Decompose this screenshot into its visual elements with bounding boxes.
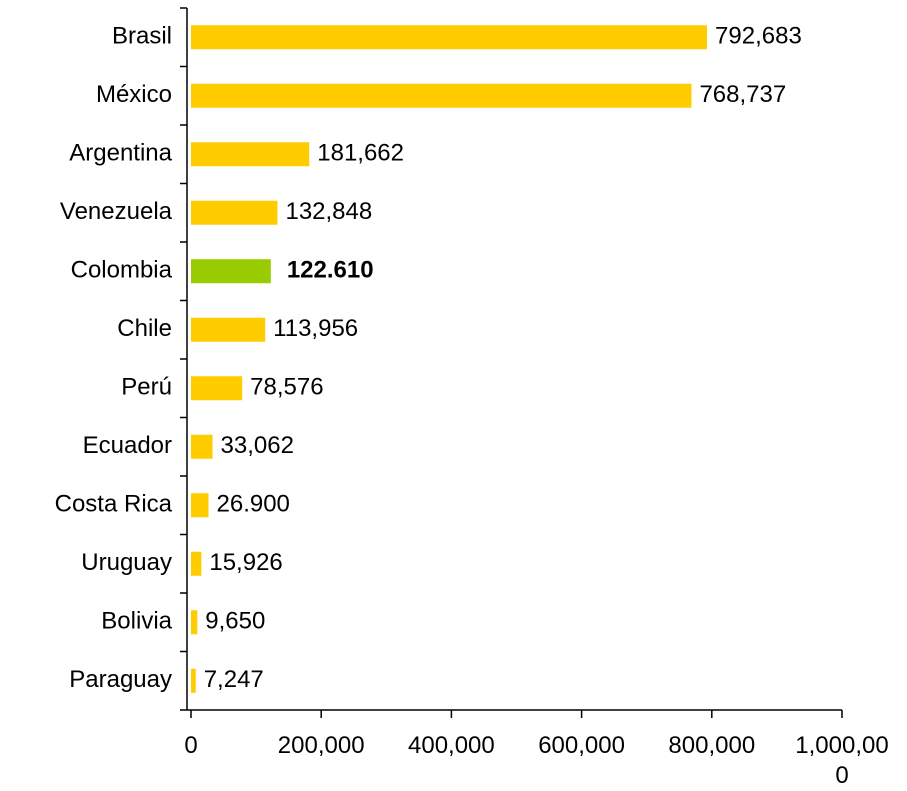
bar bbox=[191, 668, 196, 693]
bar bbox=[191, 83, 692, 108]
bar bbox=[191, 142, 310, 167]
value-label: 181,662 bbox=[317, 140, 404, 167]
value-label: 132,848 bbox=[285, 198, 372, 225]
value-label: 33,062 bbox=[221, 432, 294, 459]
value-label: 15,926 bbox=[209, 549, 282, 576]
value-label: 7,247 bbox=[204, 666, 264, 693]
bar bbox=[191, 200, 278, 225]
category-label: Paraguay bbox=[69, 666, 172, 693]
category-label: Costa Rica bbox=[55, 491, 173, 518]
x-tick-label: 400,000 bbox=[408, 732, 495, 759]
value-label: 78,576 bbox=[250, 374, 323, 401]
category-label: Ecuador bbox=[83, 432, 172, 459]
bar bbox=[191, 25, 708, 50]
bar bbox=[191, 434, 213, 459]
value-label: 122.610 bbox=[287, 257, 374, 284]
category-label: Argentina bbox=[69, 140, 172, 167]
category-label: Brasil bbox=[112, 23, 172, 50]
category-label: Colombia bbox=[71, 257, 173, 284]
value-label: 768,737 bbox=[699, 81, 786, 108]
x-tick-label: 600,000 bbox=[538, 732, 625, 759]
category-label: Venezuela bbox=[60, 198, 173, 225]
bar bbox=[191, 317, 266, 342]
value-label: 113,956 bbox=[273, 315, 358, 342]
category-label: Chile bbox=[117, 315, 172, 342]
bar bbox=[191, 610, 198, 635]
x-tick-label: 0 bbox=[184, 732, 198, 759]
value-label: 792,683 bbox=[715, 23, 802, 50]
bar bbox=[191, 551, 202, 576]
x-tick-label: 800,000 bbox=[668, 732, 756, 759]
category-label: Uruguay bbox=[81, 549, 172, 576]
value-label: 26.900 bbox=[217, 491, 290, 518]
x-tick-label: 200,000 bbox=[277, 732, 365, 759]
category-label: Perú bbox=[121, 374, 172, 401]
bar bbox=[191, 493, 209, 518]
bar bbox=[191, 259, 271, 284]
x-tick-label: 1,000,000 bbox=[795, 732, 889, 789]
value-label: 9,650 bbox=[205, 608, 265, 635]
category-label: México bbox=[96, 81, 172, 108]
category-label: Bolivia bbox=[101, 608, 172, 635]
bar bbox=[191, 376, 243, 401]
